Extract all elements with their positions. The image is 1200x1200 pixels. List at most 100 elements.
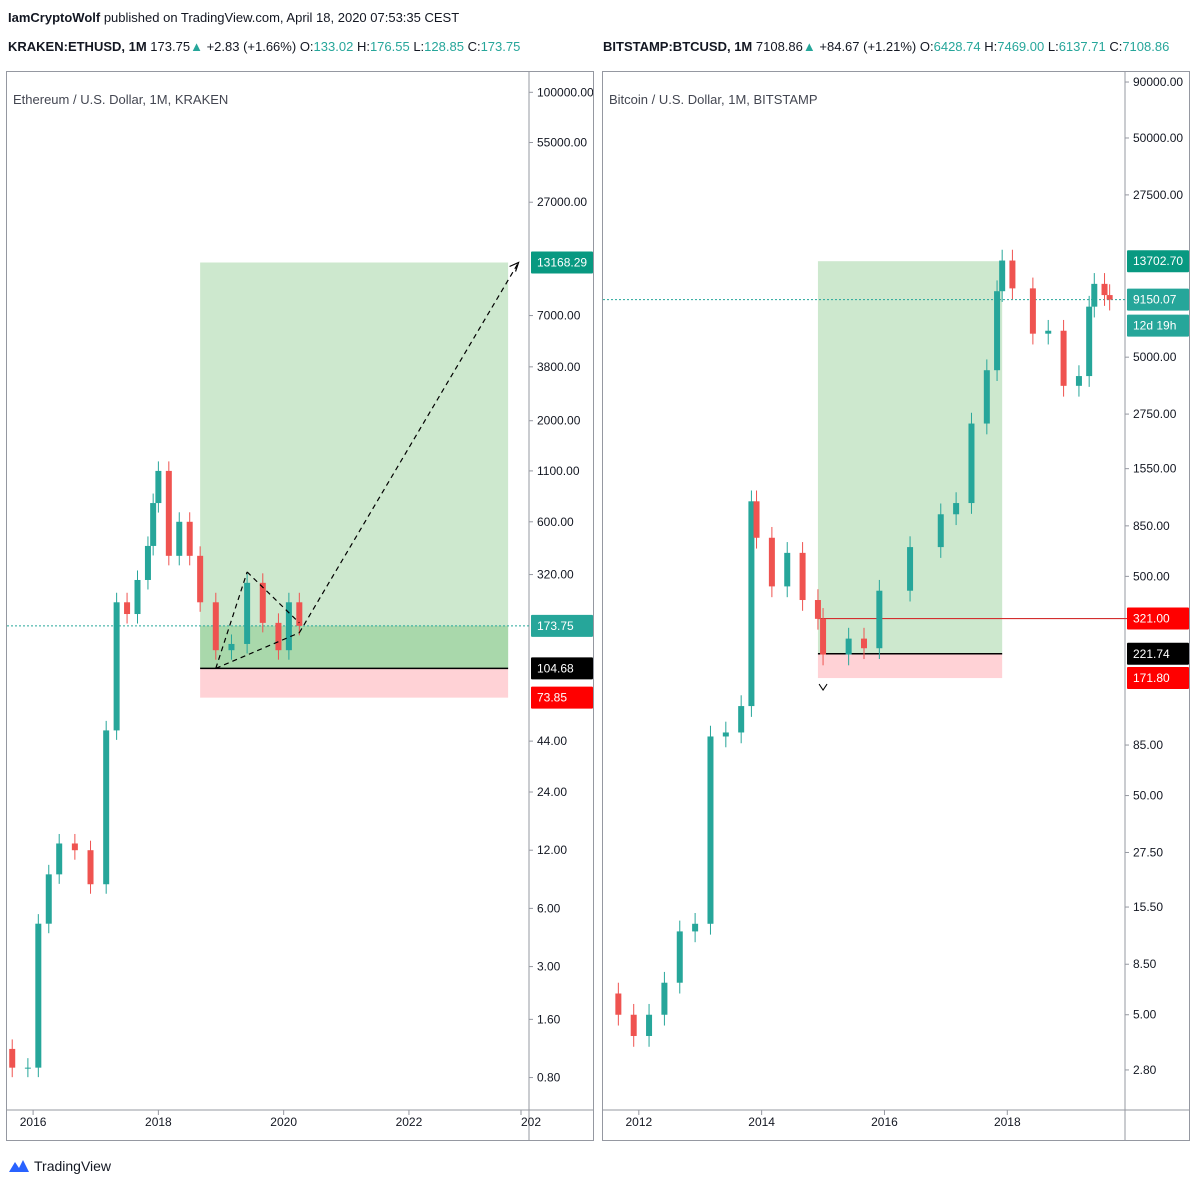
change-eth: +2.83 (+1.66%) [206, 39, 297, 54]
candle-body [1045, 330, 1052, 334]
price-tick-label: 15.50 [1133, 900, 1163, 914]
price-tick-label: 3.00 [537, 960, 561, 974]
open-btc: 6428.74 [933, 39, 981, 54]
candle-body [845, 638, 852, 655]
candle-body [124, 602, 131, 615]
candle-body [748, 501, 755, 707]
close-eth: 173.75 [480, 39, 521, 54]
candle-body [814, 600, 821, 619]
up-arrow-icon: ▲ [190, 39, 203, 54]
published-text: published on TradingView.com, April 18, … [100, 10, 460, 25]
price-badge-label: 221.74 [1133, 647, 1170, 661]
price-tick-label: 24.00 [537, 785, 567, 799]
symbol-eth[interactable]: KRAKEN:ETHUSD, 1M [8, 39, 147, 54]
legend-title: Ethereum / U.S. Dollar, 1M, KRAKEN [13, 92, 228, 107]
candle-body [35, 923, 42, 1068]
tradingview-logo-icon [9, 1160, 29, 1172]
open-eth: 133.02 [313, 39, 354, 54]
chart-panel-eth[interactable]: Ethereum / U.S. Dollar, 1M, KRAKEN 100000… [6, 71, 594, 1141]
time-tick-label: 2018 [994, 1115, 1021, 1129]
candle-body [165, 470, 172, 556]
candle-body [9, 1048, 16, 1068]
candle-body [983, 370, 990, 424]
candle-body [275, 622, 282, 651]
candle-body [244, 582, 251, 644]
candle-body [646, 1014, 653, 1036]
price-tick-label: 2000.00 [537, 414, 581, 428]
price-badge [531, 251, 593, 274]
price-tick-label: 100000.00 [537, 85, 593, 99]
candle-body [630, 1014, 637, 1036]
price-tick-label: 500.00 [1133, 569, 1170, 583]
time-tick-label: 202 [521, 1115, 541, 1129]
candle-body [661, 982, 668, 1015]
low-btc: 6137.71 [1058, 39, 1106, 54]
price-tick-label: 320.00 [537, 568, 574, 582]
candle-body [1106, 295, 1113, 300]
price-tick-label: 90000.00 [1133, 75, 1183, 89]
eth-chart-svg[interactable]: Ethereum / U.S. Dollar, 1M, KRAKEN 100000… [7, 72, 594, 1140]
candle-body [103, 730, 110, 885]
price-tick-label: 2.80 [1133, 1063, 1157, 1077]
price-tick-label: 1.60 [537, 1012, 561, 1026]
arrowhead-icon [509, 261, 520, 272]
price-badge-label: 12d 19h [1133, 319, 1176, 333]
candle-body [615, 993, 622, 1015]
candle-body [707, 736, 714, 924]
candle-body [1086, 306, 1093, 377]
candle-body [1091, 283, 1098, 307]
price-tick-label: 50000.00 [1133, 131, 1183, 145]
candle-body [56, 843, 63, 875]
loss-zone [817, 653, 1003, 679]
projection-line [215, 571, 248, 669]
candle-body [1075, 376, 1082, 386]
price-badge [1127, 667, 1189, 690]
price-badge [531, 614, 593, 637]
btc-chart-svg[interactable]: Bitcoin / U.S. Dollar, 1M, BITSTAMP 90000… [603, 72, 1189, 1140]
candle-body [71, 843, 78, 851]
footer-brand-label: TradingView [34, 1158, 112, 1174]
price-tick-label: 27.50 [1133, 845, 1163, 859]
price-tick-label: 50.00 [1133, 789, 1163, 803]
price-badge-label: 104.68 [537, 661, 574, 675]
price-tick-label: 600.00 [537, 515, 574, 529]
candle-body [784, 552, 791, 587]
candle-body [907, 547, 914, 591]
high-btc: 7469.00 [997, 39, 1045, 54]
time-tick-label: 2022 [396, 1115, 423, 1129]
price-tick-label: 6.00 [537, 901, 561, 915]
price-badge-label: 173.75 [537, 619, 574, 633]
author-name[interactable]: IamCryptoWolf [8, 10, 101, 25]
price-tick-label: 2750.00 [1133, 407, 1177, 421]
legend-title: Bitcoin / U.S. Dollar, 1M, BITSTAMP [609, 92, 818, 107]
candle-body [953, 503, 960, 515]
loss-zone [200, 668, 509, 698]
price-tick-label: 1550.00 [1133, 462, 1177, 476]
candle-body [1009, 260, 1016, 289]
price-tick-label: 0.80 [537, 1071, 561, 1085]
candle-body [259, 582, 266, 623]
candle-body [212, 602, 219, 651]
time-tick-label: 2020 [270, 1115, 297, 1129]
time-tick-label: 2018 [145, 1115, 172, 1129]
price-tick-label: 3800.00 [537, 360, 581, 374]
chart-panel-btc[interactable]: Bitcoin / U.S. Dollar, 1M, BITSTAMP 90000… [602, 71, 1190, 1141]
footer-brand[interactable]: TradingView [8, 1158, 111, 1174]
candle-body [820, 618, 827, 655]
symbol-line-btc: BITSTAMP:BTCUSD, 1M 7108.86▲ +84.67 (+1.… [603, 39, 1170, 54]
change-btc: +84.67 (+1.21%) [819, 39, 917, 54]
price-tick-label: 55000.00 [537, 135, 587, 149]
price-badge-label: 9150.07 [1133, 293, 1177, 307]
candle-body [186, 521, 193, 556]
candle-body [860, 638, 867, 649]
profit-zone [200, 262, 509, 669]
price-badge [1127, 250, 1189, 273]
candle-body [87, 850, 94, 885]
candle-body [296, 602, 303, 626]
symbol-btc[interactable]: BITSTAMP:BTCUSD, 1M [603, 39, 753, 54]
symbol-line-eth: KRAKEN:ETHUSD, 1M 173.75 ▲ +2.83 (+1.66%)… [8, 39, 521, 54]
chevron-down-icon [818, 683, 828, 691]
candle-body [285, 602, 292, 651]
price-tick-label: 12.00 [537, 843, 567, 857]
low-eth: 128.85 [424, 39, 464, 54]
